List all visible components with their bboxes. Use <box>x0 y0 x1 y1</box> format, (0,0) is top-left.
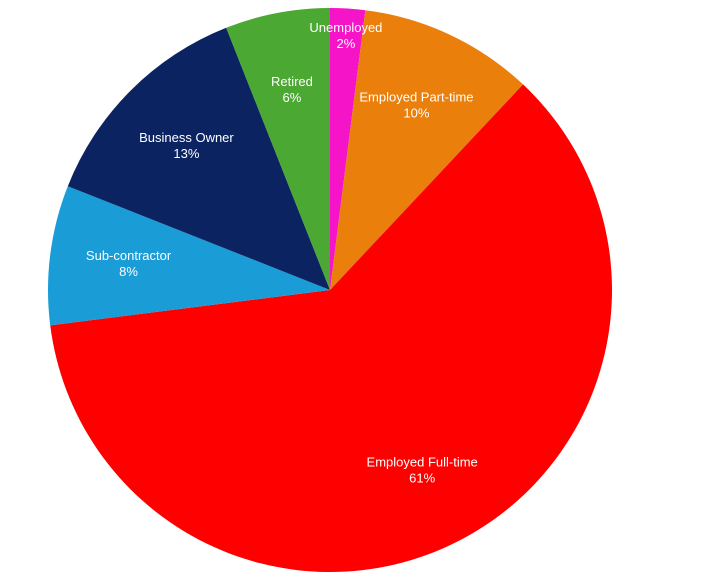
pie-slice <box>67 27 330 290</box>
slice-value-label: 6% <box>283 90 302 105</box>
pie-slice <box>226 7 330 290</box>
slice-label: Business Owner <box>139 130 234 145</box>
slice-label: Employed Full-time <box>367 454 478 469</box>
pie-slice <box>50 84 613 573</box>
slice-value-label: 2% <box>337 36 356 51</box>
slice-label: Sub-contractor <box>86 248 172 263</box>
slice-value-label: 13% <box>173 146 199 161</box>
slice-label: Employed Part-time <box>359 90 473 105</box>
slice-value-label: 8% <box>119 264 138 279</box>
slice-label: Retired <box>271 74 313 89</box>
slice-label: Unemployed <box>309 20 382 35</box>
pie-slice <box>330 10 524 290</box>
slice-value-label: 61% <box>409 470 435 485</box>
pie-slice <box>330 8 366 290</box>
pie-slice <box>47 186 330 326</box>
slice-value-label: 10% <box>403 106 429 121</box>
